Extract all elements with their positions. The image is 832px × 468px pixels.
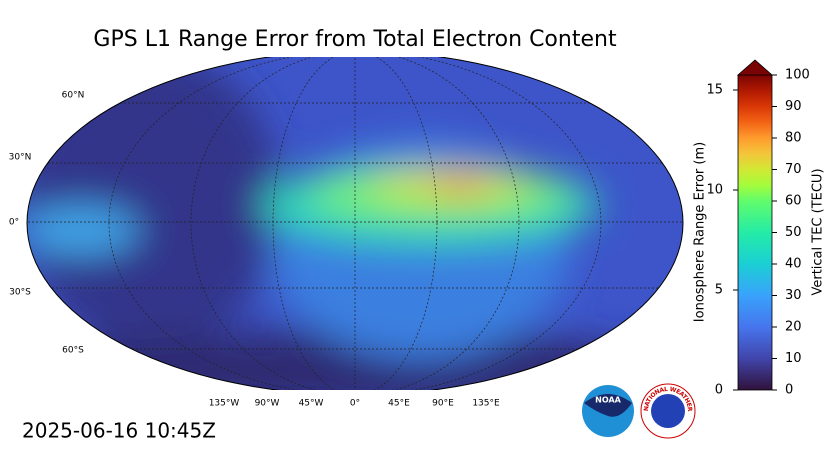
- range-tick-label: 15: [706, 83, 723, 98]
- lon-label: 45°E: [388, 399, 410, 409]
- lon-label: 45°W: [299, 399, 324, 409]
- range-tick-label: 10: [706, 183, 723, 198]
- lon-label: 135°W: [209, 399, 240, 409]
- tec-tick-label: 90: [785, 99, 802, 114]
- lat-label: 60°N: [62, 91, 85, 101]
- range-tick-label: 0: [715, 383, 723, 398]
- tec-tick-label: 70: [785, 162, 802, 177]
- lat-label: 30°S: [9, 288, 31, 298]
- lon-label: 90°E: [432, 399, 454, 409]
- tec-tick-label: 40: [785, 257, 802, 272]
- title: GPS L1 Range Error from Total Electron C…: [93, 27, 617, 52]
- tec-tick-label: 60: [785, 194, 802, 209]
- range-tick-label: 5: [715, 283, 723, 298]
- map: [26, 57, 684, 390]
- range-label: Ionosphere Range Error (m): [693, 142, 708, 322]
- tec-tick-label: 100: [785, 68, 810, 83]
- lon-label: 90°W: [255, 399, 280, 409]
- timestamp: 2025-06-16 10:45Z: [22, 419, 216, 443]
- lat-label: 0°: [9, 218, 19, 228]
- tec-label: Vertical TEC (TECU): [811, 168, 826, 295]
- tec-tick-label: 50: [785, 225, 802, 240]
- tec-tick-label: 20: [785, 320, 802, 335]
- colorbar: [736, 59, 774, 391]
- lon-label: 0°: [350, 399, 360, 409]
- lon-label: 135°E: [472, 399, 500, 409]
- tec-tick-label: 30: [785, 288, 802, 303]
- tec-tick-label: 0: [785, 383, 793, 398]
- noaa-logo: NOAA: [582, 385, 634, 437]
- lat-label: 30°N: [9, 153, 32, 163]
- tec-tick-label: 80: [785, 131, 802, 146]
- lat-label: 60°S: [62, 346, 84, 356]
- tec-tick-label: 10: [785, 351, 802, 366]
- noaa-text: NOAA: [595, 396, 621, 405]
